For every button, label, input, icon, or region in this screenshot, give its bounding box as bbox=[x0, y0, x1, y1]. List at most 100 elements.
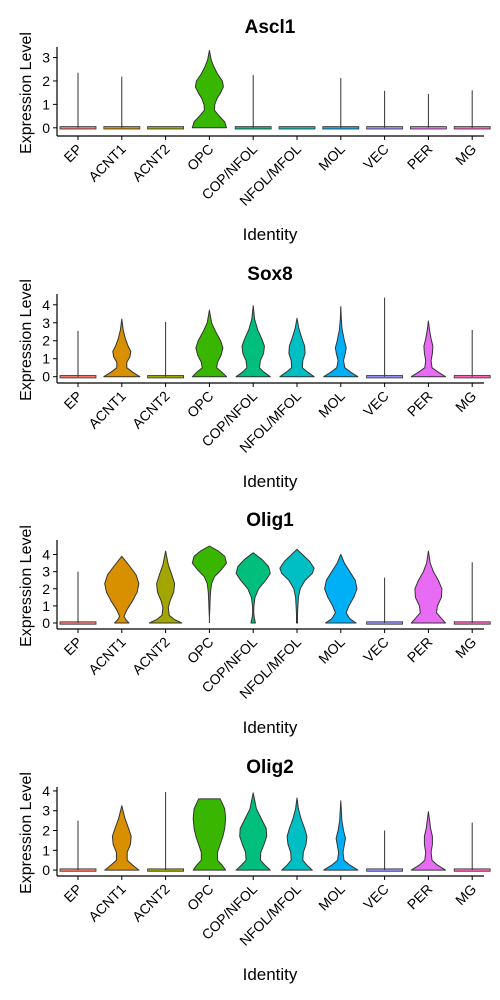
violin-body bbox=[191, 309, 227, 378]
violin-acnt1 bbox=[103, 318, 141, 378]
violin-opc bbox=[191, 545, 227, 624]
x-tick-label: VEC bbox=[360, 881, 392, 913]
violin-mol bbox=[322, 78, 360, 130]
x-tick-label: MOL bbox=[315, 634, 348, 667]
violin-opc bbox=[191, 50, 227, 129]
violin-ep bbox=[59, 571, 97, 625]
violin-cop-nfol bbox=[235, 305, 271, 378]
x-axis-title: Identity bbox=[243, 225, 298, 244]
violin-acnt2 bbox=[147, 791, 185, 872]
violin-body bbox=[281, 797, 313, 871]
violin-mg bbox=[453, 562, 491, 625]
y-tick-label: 4 bbox=[42, 783, 50, 799]
violin-body bbox=[279, 317, 315, 378]
y-tick-label: 2 bbox=[42, 581, 50, 597]
violin-vec bbox=[366, 830, 404, 872]
violin-per bbox=[410, 320, 446, 378]
x-tick-label: PER bbox=[404, 388, 436, 420]
violin-nfol-mfol bbox=[279, 317, 315, 378]
x-tick-label: PER bbox=[404, 634, 436, 666]
x-tick-label: MG bbox=[452, 388, 479, 415]
y-tick-label: 0 bbox=[42, 120, 50, 136]
violin-acnt1 bbox=[104, 805, 140, 871]
y-tick-label: 1 bbox=[42, 598, 50, 614]
y-tick-label: 1 bbox=[42, 842, 50, 858]
violin-opc bbox=[192, 798, 227, 871]
violin-per bbox=[409, 93, 447, 130]
y-tick-label: 3 bbox=[42, 315, 50, 331]
violin-cop-nfol bbox=[235, 552, 271, 624]
x-tick-label: ACNT1 bbox=[85, 141, 129, 185]
violin-per bbox=[410, 550, 446, 624]
x-tick-label: OPC bbox=[184, 634, 217, 667]
violin-body bbox=[104, 805, 140, 871]
violin-acnt1 bbox=[104, 555, 140, 624]
violin-body bbox=[235, 305, 271, 378]
x-tick-label: EP bbox=[61, 881, 86, 906]
violin-body bbox=[235, 552, 271, 624]
y-axis-title: Expression Level bbox=[18, 772, 35, 894]
x-tick-label: MG bbox=[452, 634, 479, 661]
x-tick-label: EP bbox=[61, 388, 86, 413]
x-tick-label: OPC bbox=[184, 141, 217, 174]
panel-ascl1: Ascl1 0 1 2 3 Expression Level Identity EP ACNT1… bbox=[18, 17, 491, 244]
panel-title: Olig1 bbox=[246, 510, 294, 531]
violin-body bbox=[279, 548, 315, 624]
x-tick-label: VEC bbox=[360, 634, 392, 666]
x-tick-label: VEC bbox=[360, 388, 392, 420]
violin-body bbox=[147, 126, 185, 130]
violin-opc bbox=[191, 309, 227, 378]
violin-vec bbox=[366, 90, 404, 130]
panel-sox8: Sox8 0 1 2 3 4 Expression Level Identity EP ACNT1… bbox=[18, 264, 491, 491]
x-tick-label: PER bbox=[404, 881, 436, 913]
x-tick-label: OPC bbox=[184, 881, 217, 914]
x-tick-label: ACNT2 bbox=[129, 881, 173, 925]
violin-body bbox=[103, 318, 141, 378]
x-tick-label: ACNT1 bbox=[85, 881, 129, 925]
y-tick-label: 2 bbox=[42, 823, 50, 839]
x-tick-label: OPC bbox=[184, 388, 217, 421]
x-tick-label: MOL bbox=[315, 388, 348, 421]
x-tick-label: ACNT1 bbox=[85, 634, 129, 678]
violin-mg bbox=[453, 90, 491, 130]
violin-acnt2 bbox=[147, 321, 185, 379]
y-axis-title: Expression Level bbox=[18, 32, 35, 154]
violin-nfol-mfol bbox=[281, 797, 313, 871]
y-tick-label: 0 bbox=[42, 369, 50, 385]
x-tick-label: MOL bbox=[315, 881, 348, 914]
y-tick-label: 1 bbox=[42, 96, 50, 112]
x-tick-label: ACNT2 bbox=[129, 141, 173, 185]
x-tick-label: ACNT2 bbox=[129, 388, 173, 432]
x-tick-label: VEC bbox=[360, 141, 392, 173]
violin-ep bbox=[59, 72, 97, 130]
violin-body bbox=[192, 798, 227, 871]
violin-ep bbox=[59, 330, 97, 379]
violin-nfol-mfol bbox=[279, 548, 315, 624]
violin-body bbox=[323, 306, 359, 378]
x-tick-label: MG bbox=[452, 881, 479, 908]
x-tick-label: ACNT1 bbox=[85, 388, 129, 432]
violin-body bbox=[278, 126, 316, 130]
y-tick-label: 4 bbox=[42, 547, 50, 563]
x-tick-label: PER bbox=[404, 141, 436, 173]
x-axis-title: Identity bbox=[243, 472, 298, 491]
violin-body bbox=[410, 550, 446, 624]
y-tick-label: 3 bbox=[42, 564, 50, 580]
y-tick-label: 0 bbox=[42, 862, 50, 878]
x-axis-title: Identity bbox=[243, 718, 298, 737]
y-tick-label: 3 bbox=[42, 50, 50, 66]
panel-title: Olig2 bbox=[246, 757, 294, 778]
x-axis-title: Identity bbox=[243, 965, 298, 984]
violin-acnt1 bbox=[103, 76, 141, 130]
violin-body bbox=[148, 550, 183, 624]
violin-body bbox=[410, 320, 446, 378]
violin-body bbox=[191, 545, 227, 619]
violin-cop-nfol bbox=[235, 792, 271, 871]
violin-vec bbox=[366, 297, 404, 379]
violin-mg bbox=[453, 329, 491, 379]
y-tick-label: 0 bbox=[42, 615, 50, 631]
x-tick-label: MOL bbox=[315, 141, 348, 174]
